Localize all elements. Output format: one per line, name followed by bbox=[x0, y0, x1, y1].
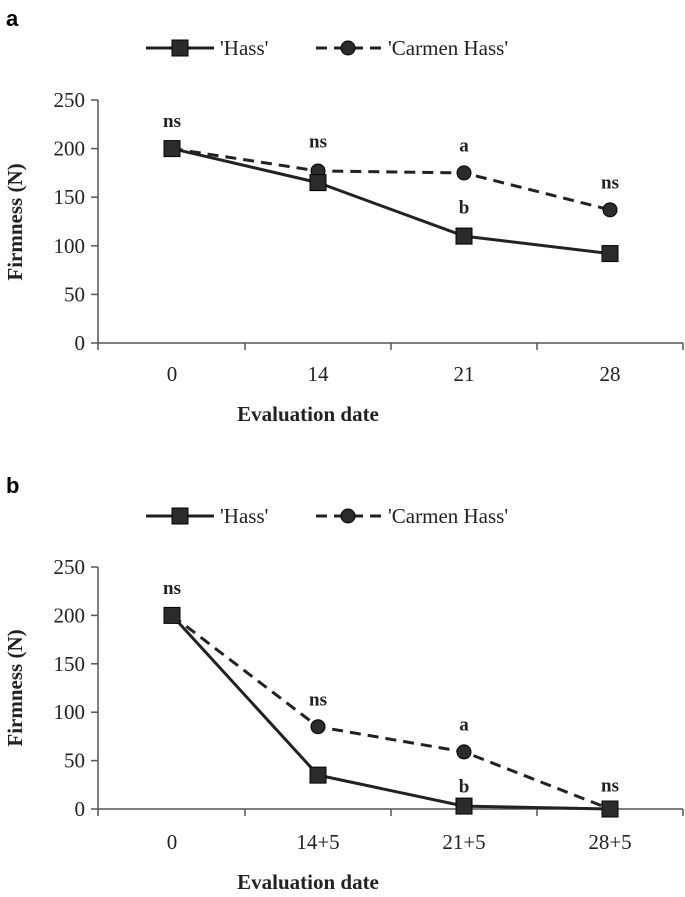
y-tick-label: 150 bbox=[54, 185, 86, 209]
y-tick-label: 50 bbox=[64, 749, 85, 773]
legend-label-carmen-hass: 'Carmen Hass' bbox=[388, 504, 508, 528]
data-point bbox=[601, 245, 619, 263]
x-tick-label: 21+5 bbox=[442, 830, 485, 854]
series-line bbox=[170, 614, 611, 811]
y-tick-label: 250 bbox=[54, 88, 86, 112]
legend: 'Hass' 'Carmen Hass' bbox=[146, 36, 508, 60]
significance-label: ns bbox=[309, 132, 327, 153]
legend-label-carmen-hass: 'Carmen Hass' bbox=[388, 36, 508, 60]
y-axis-title: Firmness (N) bbox=[3, 629, 27, 746]
legend-marker-hass bbox=[171, 507, 189, 525]
x-tick-label: 14+5 bbox=[296, 830, 339, 854]
y-tick-label: 100 bbox=[54, 700, 86, 724]
data-point bbox=[310, 719, 326, 735]
panel-label: a bbox=[6, 6, 19, 31]
significance-label: a bbox=[459, 715, 469, 736]
legend: 'Hass' 'Carmen Hass' bbox=[146, 504, 508, 528]
x-axis-title: Evaluation date bbox=[237, 402, 379, 426]
data-point bbox=[163, 606, 181, 624]
series-line bbox=[171, 147, 611, 256]
x-tick-label: 0 bbox=[167, 362, 178, 386]
significance-label: ns bbox=[601, 172, 619, 193]
data-point bbox=[309, 766, 327, 784]
legend-marker-carmen-hass bbox=[340, 40, 356, 56]
data-point bbox=[309, 174, 327, 192]
significance-label: ns bbox=[163, 111, 181, 132]
panel-b: b 'Hass' 'Carmen Hass' 0 50 100 150 200 250 0 14+5… bbox=[3, 473, 684, 894]
legend-marker-hass bbox=[171, 39, 189, 57]
x-tick-label: 28+5 bbox=[588, 830, 631, 854]
x-tick-label: 14 bbox=[308, 362, 330, 386]
x-tick-label: 21 bbox=[454, 362, 475, 386]
data-point bbox=[163, 140, 181, 158]
data-point bbox=[455, 227, 473, 245]
series-carmen-hass bbox=[164, 607, 618, 817]
x-tick-label: 0 bbox=[167, 830, 178, 854]
series-line bbox=[171, 147, 611, 212]
y-tick-label: 150 bbox=[54, 652, 86, 676]
y-tick-label: 0 bbox=[75, 797, 86, 821]
legend-label-hass: 'Hass' bbox=[220, 504, 268, 528]
y-tick-label: 200 bbox=[54, 603, 86, 627]
panel-a: a 'Hass' 'Carmen Hass' 0 50 100 150 200 250 0 14 21… bbox=[3, 6, 684, 426]
legend-label-hass: 'Hass' bbox=[220, 36, 268, 60]
data-point bbox=[455, 797, 473, 815]
y-tick-label: 0 bbox=[75, 331, 86, 355]
series-hass bbox=[163, 140, 619, 263]
x-axis-title: Evaluation date bbox=[237, 870, 379, 894]
y-tick-label: 200 bbox=[54, 137, 86, 161]
series-line bbox=[171, 614, 611, 811]
y-tick-label: 50 bbox=[64, 282, 85, 306]
legend-marker-carmen-hass bbox=[340, 508, 356, 524]
y-tick-label: 250 bbox=[54, 555, 86, 579]
significance-label: b bbox=[459, 777, 470, 798]
y-axis-title: Firmness (N) bbox=[3, 163, 27, 280]
significance-label: ns bbox=[309, 689, 327, 710]
data-point bbox=[602, 202, 618, 218]
y-tick-label: 100 bbox=[54, 234, 86, 258]
x-tick-label: 28 bbox=[600, 362, 621, 386]
series-hass bbox=[163, 606, 619, 818]
data-point bbox=[456, 744, 472, 760]
data-point bbox=[601, 800, 619, 818]
series-carmen-hass bbox=[164, 141, 618, 218]
significance-label: ns bbox=[601, 776, 619, 797]
significance-label: a bbox=[459, 136, 469, 157]
significance-label: b bbox=[459, 198, 470, 219]
significance-label: ns bbox=[163, 578, 181, 599]
panel-label: b bbox=[6, 473, 19, 498]
data-point bbox=[456, 165, 472, 181]
